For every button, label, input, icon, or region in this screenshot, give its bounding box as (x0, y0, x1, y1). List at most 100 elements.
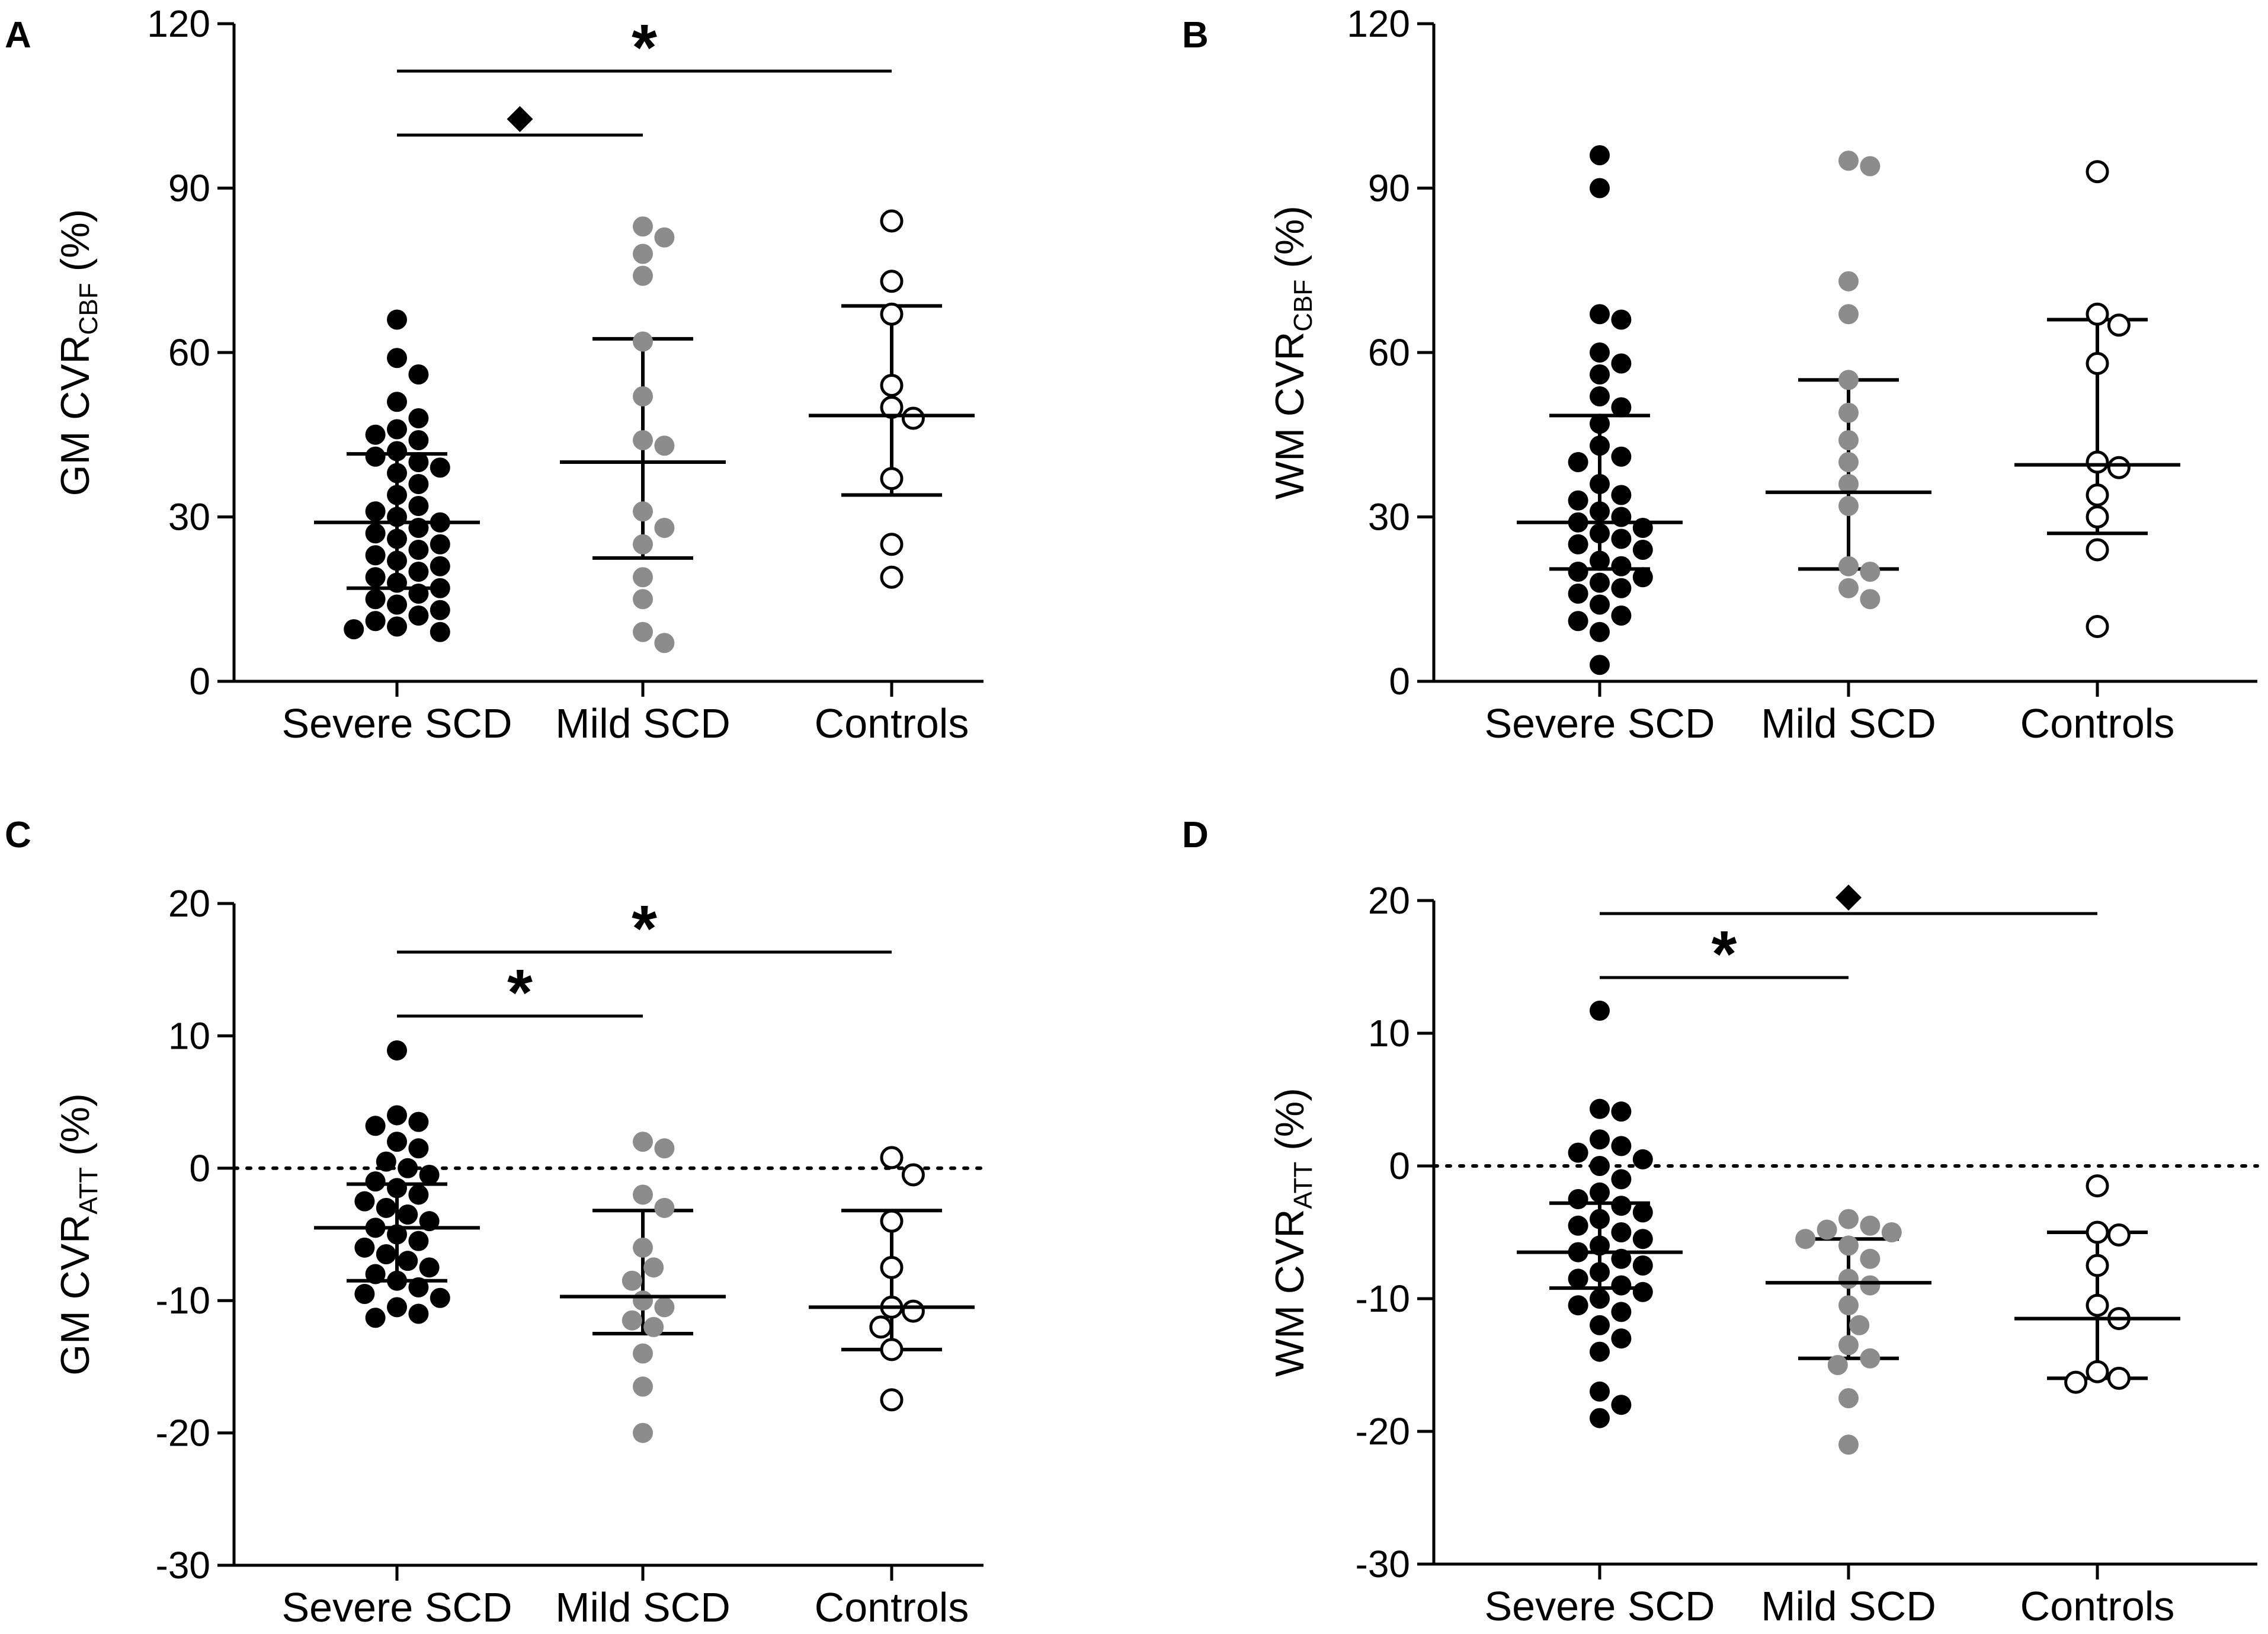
data-point (1838, 402, 1859, 423)
data-point (1838, 496, 1859, 516)
data-point (2086, 1293, 2109, 1317)
data-point (398, 1204, 418, 1225)
data-point (880, 1209, 904, 1233)
data-point (387, 1270, 407, 1291)
data-point (354, 1191, 375, 1212)
data-point (1590, 621, 1610, 642)
data-point (1590, 1209, 1610, 1229)
data-point (1590, 386, 1610, 406)
data-point (365, 424, 386, 445)
data-point (1590, 1315, 1610, 1335)
data-point (1568, 452, 1588, 472)
y-tick-label: 0 (189, 1147, 210, 1190)
data-point (1611, 353, 1632, 374)
data-point (354, 1237, 375, 1258)
data-point (880, 302, 904, 326)
data-point (1817, 1219, 1837, 1240)
y-tick-label: -20 (1356, 1410, 1411, 1453)
y-axis-label-subscript: CBF (74, 283, 103, 335)
data-point (1590, 523, 1610, 544)
data-point (633, 216, 653, 237)
data-point (1827, 1355, 1848, 1375)
data-point (654, 1197, 675, 1218)
data-point (1590, 594, 1610, 615)
data-point (430, 457, 450, 478)
data-point (365, 611, 386, 632)
x-category-label: Severe SCD (281, 1584, 512, 1630)
data-point (419, 1164, 440, 1185)
data-point (901, 1163, 925, 1187)
y-axis-label-main: GM CVR (53, 335, 98, 496)
data-point (869, 1315, 893, 1339)
data-point (654, 435, 675, 456)
data-point (1611, 528, 1632, 549)
y-tick-label: -30 (156, 1544, 211, 1587)
data-point (408, 474, 429, 494)
y-tick-label: 60 (1368, 331, 1410, 374)
data-point (1611, 397, 1632, 418)
data-point (880, 1338, 904, 1361)
data-point (633, 501, 653, 522)
x-category-label: Controls (2020, 700, 2175, 746)
y-tick-label: 20 (1368, 879, 1410, 922)
data-point (633, 386, 653, 406)
data-point (1838, 304, 1859, 325)
data-point (1838, 1268, 1859, 1289)
data-point (365, 1264, 386, 1284)
data-point (387, 348, 407, 369)
data-point (1568, 534, 1588, 555)
x-category-label: Controls (815, 1584, 969, 1630)
data-point (1632, 567, 1653, 588)
data-point (1632, 1281, 1653, 1302)
data-point (408, 1277, 429, 1297)
data-point (1632, 1255, 1653, 1276)
data-point (1590, 474, 1610, 494)
y-tick-label: 10 (1368, 1012, 1410, 1055)
data-point (1590, 501, 1610, 522)
data-point (1795, 1229, 1816, 1249)
data-point (430, 556, 450, 576)
data-point (1838, 150, 1859, 171)
data-point (2086, 1360, 2109, 1383)
data-point (430, 534, 450, 555)
data-point (387, 528, 407, 549)
data-point (387, 1297, 407, 1318)
data-point (408, 540, 429, 560)
data-point (430, 621, 450, 642)
data-point (1568, 490, 1588, 511)
data-point (365, 1308, 386, 1328)
data-point (387, 441, 407, 462)
data-point (365, 567, 386, 588)
panel-letter: A (5, 15, 31, 56)
data-point (1838, 370, 1859, 390)
data-point (2107, 1366, 2131, 1390)
x-category-label: Controls (2020, 1583, 2175, 1629)
y-tick-label: -20 (156, 1412, 211, 1454)
data-point (1590, 1182, 1610, 1203)
data-point (408, 1184, 429, 1205)
data-point (376, 1197, 396, 1218)
data-point (633, 1237, 653, 1258)
y-tick-label: 0 (189, 660, 210, 703)
data-point (654, 1138, 675, 1159)
data-point (1860, 589, 1881, 610)
y-axis-label: WM CVRCBF (%) (1267, 206, 1318, 499)
data-point (408, 1111, 429, 1132)
y-tick-label: -10 (156, 1279, 211, 1322)
y-axis-label-unit: (%) (53, 209, 98, 283)
data-point (2086, 1220, 2109, 1244)
data-point (2086, 1174, 2109, 1198)
data-point (2086, 538, 2109, 562)
y-tick-label: 120 (1347, 2, 1410, 45)
data-point (1860, 562, 1881, 582)
data-point (1611, 1328, 1632, 1349)
y-tick-label: 0 (1389, 1145, 1410, 1187)
data-point (633, 1290, 653, 1311)
data-point (408, 562, 429, 582)
data-point (408, 452, 429, 472)
data-point (1838, 1295, 1859, 1316)
data-point (633, 567, 653, 588)
data-point (2086, 160, 2109, 184)
x-category-label: Mild SCD (1761, 1583, 1936, 1629)
